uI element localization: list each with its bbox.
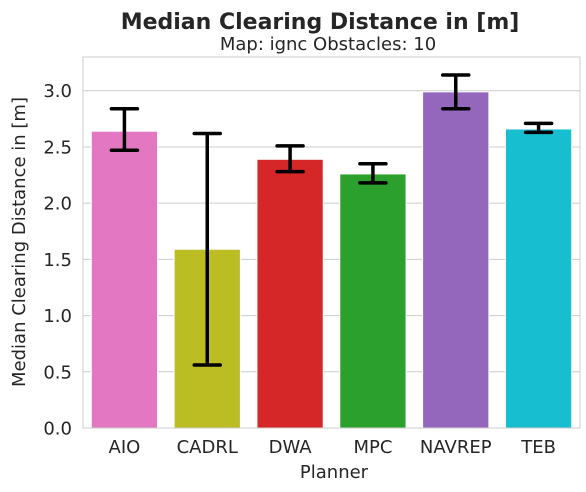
bar-dwa	[256, 158, 324, 429]
y-tick-label: 1.5	[43, 250, 72, 271]
x-tick-label: CADRL	[177, 437, 238, 458]
x-tick-label: AIO	[109, 437, 141, 458]
bar-mpc	[339, 173, 407, 429]
y-tick-label: 0.0	[43, 419, 72, 440]
bar-navrep	[422, 91, 490, 429]
y-tick-label: 2.0	[43, 194, 72, 215]
gridlines	[83, 90, 580, 429]
y-tick-label: 0.5	[43, 362, 72, 383]
chart-title: Median Clearing Distance in [m]	[121, 10, 520, 35]
bar-teb	[504, 128, 573, 429]
x-axis-label: Planner	[300, 462, 369, 483]
bar-aio	[90, 130, 159, 429]
x-tick-label: NAVREP	[420, 437, 492, 458]
y-tick-label: 2.5	[43, 137, 72, 158]
x-tick-label: DWA	[269, 437, 313, 458]
y-axis-label: Median Clearing Distance in [m]	[9, 97, 30, 387]
y-tick-label: 1.0	[43, 306, 72, 327]
y-tick-labels: 0.0 0.5 1.0 1.5 2.0 2.5 3.0	[43, 81, 72, 439]
x-tick-labels: AIO CADRL DWA MPC NAVREP TEB	[109, 437, 556, 458]
plot-frame	[82, 56, 581, 429]
y-tick-label: 3.0	[43, 81, 72, 102]
chart-subtitle: Map: ignc Obstacles: 10	[220, 34, 436, 55]
x-tick-label: MPC	[353, 437, 392, 458]
bars	[90, 91, 573, 429]
error-bars	[109, 73, 554, 367]
x-tick-label: TEB	[520, 437, 556, 458]
